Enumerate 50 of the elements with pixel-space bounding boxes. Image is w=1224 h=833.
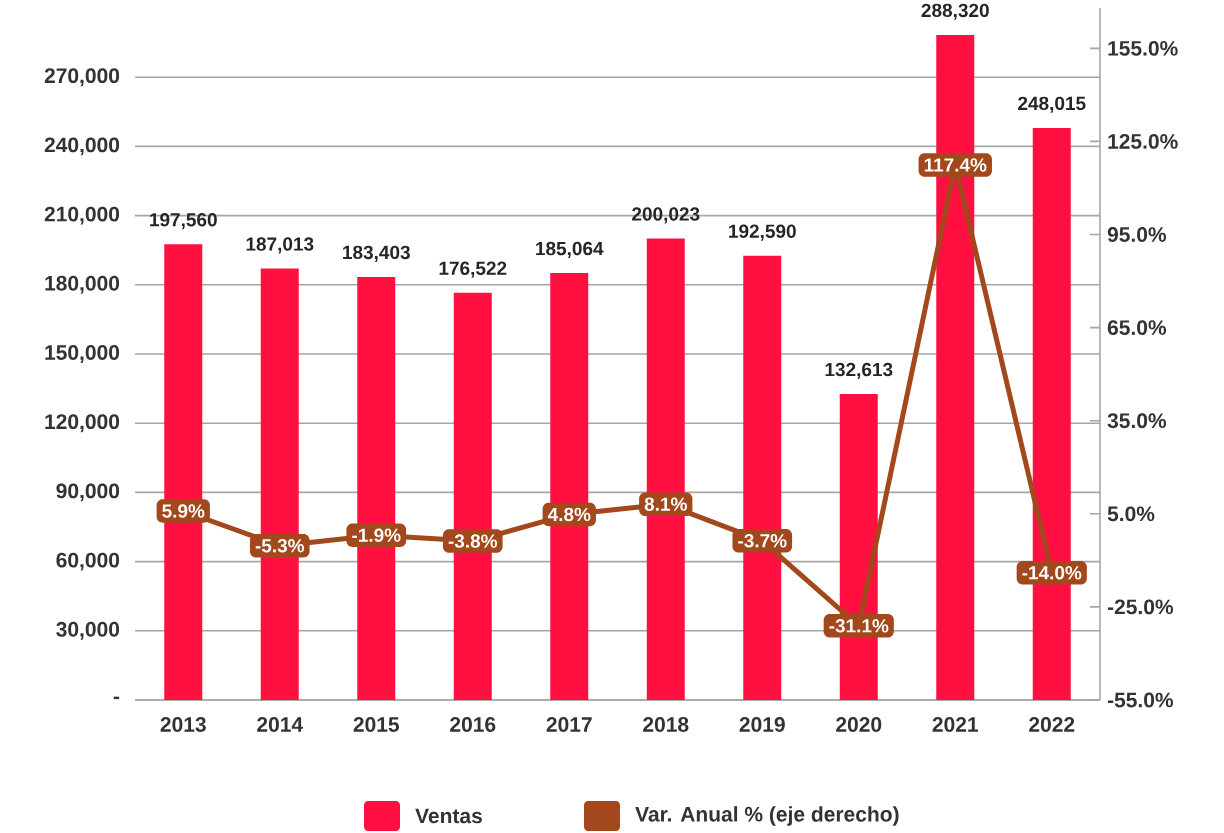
- x-tick-label: 2016: [450, 717, 496, 732]
- x-tick-label: 2021: [932, 717, 978, 732]
- y-tick-label: 150,000: [45, 345, 120, 363]
- y-tick-label: 270,000: [44, 68, 120, 87]
- y-tick-label: 30,000: [56, 621, 120, 640]
- x-tick-label: 2019: [739, 717, 785, 732]
- y-tick-label: 120,000: [45, 414, 120, 433]
- data-label: 132,613: [825, 362, 893, 380]
- y2-tick-label: -25.0%: [1107, 599, 1174, 615]
- legend-label: Ventas: [415, 808, 482, 824]
- y2-tick-label: 155.0%: [1108, 40, 1178, 56]
- data-label: 248,015: [1018, 96, 1086, 113]
- data-label: -3.8%: [448, 534, 498, 548]
- data-label: -5.3%: [255, 539, 305, 553]
- y2-tick-label: 65.0%: [1107, 320, 1167, 336]
- y2-tick-label: 5.0%: [1107, 506, 1155, 522]
- data-label: 185,064: [536, 241, 604, 259]
- data-label: 8.1%: [644, 497, 687, 511]
- y-tick-label: 210,000: [44, 206, 120, 225]
- y2-tick-label: 95.0%: [1107, 227, 1167, 242]
- data-label: 192,590: [729, 224, 796, 241]
- x-tick-label: 2015: [353, 717, 399, 732]
- data-label: 5.9%: [162, 504, 205, 518]
- y-tick-label: 90,000: [56, 483, 120, 502]
- x-tick-label: 2022: [1029, 717, 1075, 732]
- data-label: -31.1%: [829, 619, 889, 633]
- data-label: 288,320: [921, 3, 989, 20]
- data-label: 187,013: [246, 237, 314, 254]
- y2-tick-label: 125.0%: [1108, 134, 1178, 149]
- x-tick-label: 2018: [643, 717, 689, 732]
- data-label: 183,403: [343, 245, 410, 262]
- x-tick-label: 2014: [257, 717, 303, 732]
- data-label: -3.7%: [738, 534, 787, 548]
- y-tick-label: 60,000: [56, 552, 120, 571]
- data-label: 197,560: [150, 213, 217, 230]
- x-tick-label: 2013: [160, 717, 206, 732]
- y-tick-label: -: [113, 696, 120, 700]
- y2-tick-label: -55.0%: [1107, 692, 1174, 708]
- legend-label: Var. Anual % (eje derecho): [635, 806, 899, 826]
- data-label: 4.8%: [547, 507, 591, 522]
- y-tick-label: 180,000: [45, 275, 120, 294]
- y-tick-label: 240,000: [44, 137, 120, 156]
- data-label: -1.9%: [352, 528, 401, 542]
- y2-tick-label: 35.0%: [1107, 413, 1167, 429]
- data-label: 200,023: [632, 207, 700, 224]
- data-label: 176,522: [439, 261, 507, 278]
- x-tick-label: 2020: [836, 717, 882, 732]
- x-tick-label: 2017: [546, 717, 592, 732]
- data-label: 117.4%: [924, 158, 987, 172]
- data-label: -14.0%: [1022, 566, 1082, 580]
